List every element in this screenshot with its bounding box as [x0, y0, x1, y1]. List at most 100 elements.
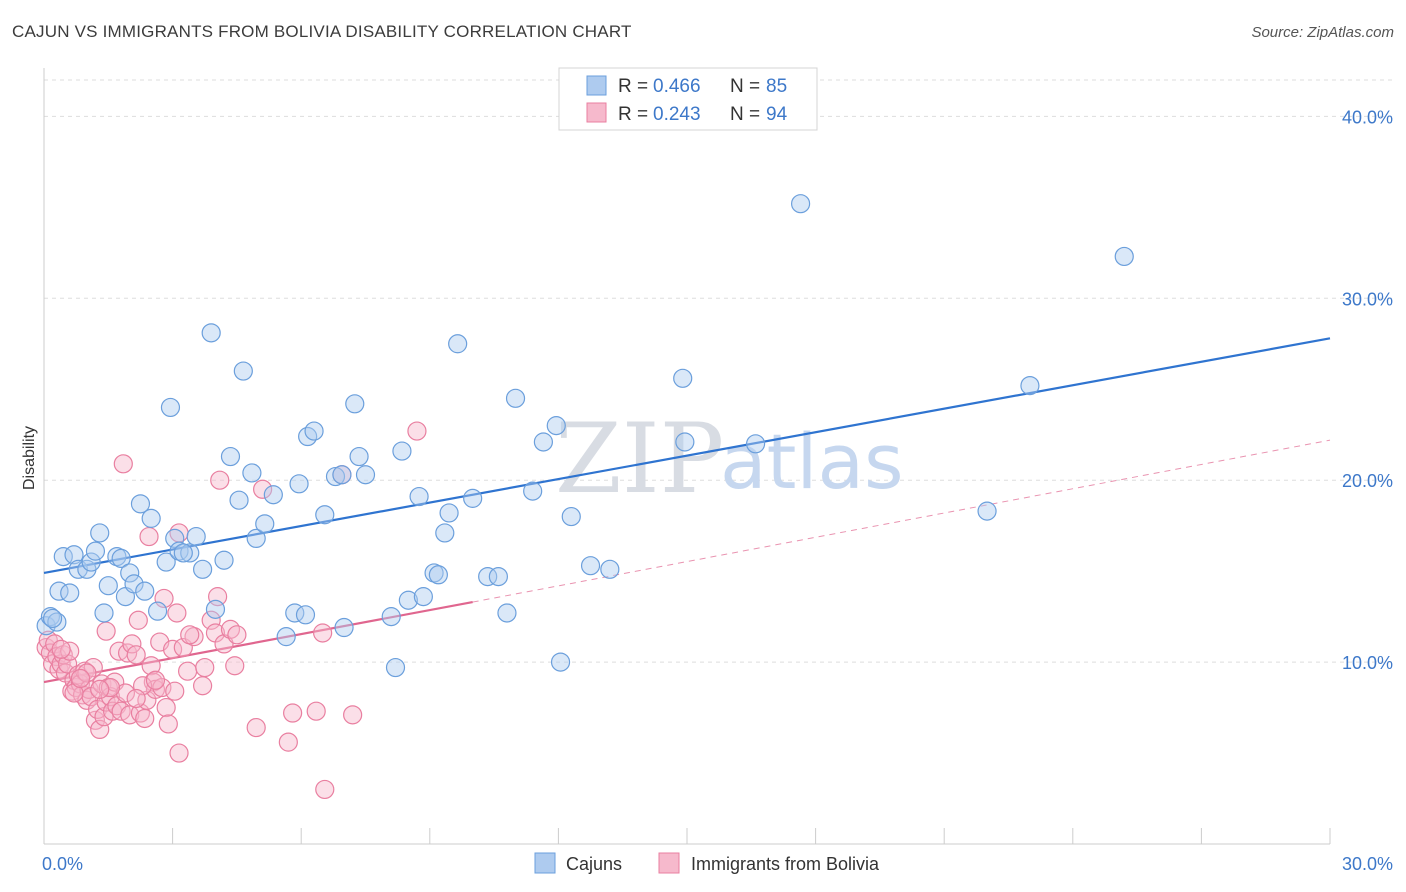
point-bolivia-75: [278, 732, 298, 752]
point-cajuns-61: [448, 334, 468, 354]
legend-r-label-1: R =: [618, 76, 648, 97]
trend-line-cajuns: [43, 337, 1331, 575]
point-cajuns-34: [229, 490, 249, 510]
point-cajuns-35: [233, 361, 253, 381]
point-cajuns-68: [533, 432, 553, 452]
point-cajuns-65: [497, 603, 517, 623]
point-cajuns-70: [550, 652, 571, 672]
point-cajuns-32: [214, 550, 234, 570]
series-legend: Cajuns Immigrants from Bolivia: [534, 852, 880, 874]
point-cajuns-42: [289, 474, 309, 494]
point-bolivia-91: [96, 621, 116, 641]
point-bolivia-42: [126, 645, 146, 665]
point-bolivia-55: [158, 714, 178, 734]
point-bolivia-65: [201, 610, 221, 630]
point-bolivia-37: [113, 454, 133, 474]
point-cajuns-85: [428, 565, 448, 585]
point-bolivia-74: [253, 479, 273, 499]
point-cajuns-55: [398, 590, 418, 610]
point-cajuns-67: [523, 481, 543, 501]
point-cajuns-10: [81, 552, 101, 572]
point-bolivia-64: [195, 657, 215, 678]
legend-n-label-1: N =: [730, 76, 760, 97]
stats-legend-swatch-pink: [586, 102, 607, 123]
trend-line-bolivia: [43, 600, 473, 684]
point-cajuns-45: [315, 505, 335, 525]
point-cajuns-53: [385, 657, 406, 678]
point-cajuns-15: [111, 548, 131, 569]
point-bolivia-52: [152, 677, 172, 698]
point-cajuns-79: [1020, 376, 1040, 396]
point-cajuns-17: [120, 563, 140, 583]
point-cajuns-25: [165, 528, 185, 549]
point-cajuns-63: [478, 566, 498, 587]
point-bolivia-57: [165, 681, 185, 701]
point-cajuns-77: [790, 194, 811, 214]
point-cajuns-52: [381, 607, 401, 627]
point-cajuns-62: [463, 488, 483, 508]
point-bolivia-43: [128, 610, 148, 630]
series-legend-label-bolivia: Immigrants from Bolivia: [691, 854, 880, 874]
point-cajuns-72: [580, 556, 601, 576]
point-cajuns-40: [276, 627, 296, 647]
point-cajuns-66: [505, 388, 526, 408]
y-tick-label-4: 40.0%: [1342, 107, 1393, 127]
point-cajuns-11: [90, 523, 110, 543]
point-cajuns-50: [349, 446, 369, 467]
point-cajuns-20: [135, 581, 155, 601]
stats-legend-swatch-blue: [586, 75, 607, 96]
point-cajuns-21: [141, 508, 161, 528]
point-bolivia-89: [90, 679, 110, 699]
chart-title: CAJUN VS IMMIGRANTS FROM BOLIVIA DISABIL…: [12, 22, 632, 41]
series-legend-label-cajuns: Cajuns: [566, 854, 622, 874]
point-bolivia-92: [70, 668, 91, 689]
point-cajuns-13: [98, 576, 118, 596]
point-cajuns-33: [220, 446, 241, 467]
point-cajuns-22: [147, 601, 168, 621]
stats-legend: R = 0.466 N = 85 R = 0.243 N = 94: [558, 67, 818, 131]
point-bolivia-41: [122, 634, 142, 654]
point-cajuns-12: [94, 603, 114, 623]
legend-r-value-2: 0.243: [653, 104, 701, 125]
point-bolivia-76: [283, 703, 303, 723]
y-tick-label-2: 20.0%: [1342, 471, 1393, 491]
data-points: [36, 194, 1134, 800]
y-tick-labels: 10.0% 20.0% 30.0% 40.0%: [1342, 107, 1393, 673]
point-cajuns-7: [64, 545, 84, 565]
legend-r-label-2: R =: [618, 104, 648, 125]
point-cajuns-73: [600, 559, 620, 579]
point-cajuns-49: [345, 394, 365, 414]
y-tick-label-1: 10.0%: [1342, 653, 1393, 673]
point-cajuns-82: [85, 541, 106, 561]
point-cajuns-76: [745, 434, 766, 454]
point-bolivia-38: [115, 683, 136, 703]
point-cajuns-38: [255, 514, 275, 534]
point-cajuns-30: [201, 323, 221, 343]
series-legend-swatch-bolivia: [658, 852, 680, 874]
point-bolivia-81: [343, 705, 363, 725]
point-bolivia-82: [407, 421, 427, 441]
point-cajuns-56: [409, 486, 429, 507]
point-cajuns-19: [130, 494, 151, 514]
point-bolivia-88: [51, 639, 71, 659]
point-bolivia-48: [141, 656, 161, 676]
watermark-atlas: atlas: [720, 417, 904, 506]
point-bolivia-90: [145, 670, 166, 690]
watermark-zip: ZIP: [555, 403, 724, 515]
axes: [43, 68, 1331, 845]
point-bolivia-26: [90, 719, 110, 740]
point-cajuns-28: [186, 526, 206, 547]
point-cajuns-39: [263, 485, 283, 505]
point-cajuns-18: [124, 574, 144, 594]
point-bolivia-63: [193, 676, 213, 696]
point-cajuns-64: [488, 566, 508, 587]
point-cajuns-83: [173, 543, 193, 563]
series-legend-swatch-cajuns: [534, 852, 556, 874]
x-tick-label-max: 30.0%: [1342, 854, 1393, 874]
legend-n-label-2: N =: [730, 104, 760, 125]
point-cajuns-71: [561, 506, 581, 527]
legend-r-value-1: 0.466: [653, 76, 701, 97]
point-cajuns-31: [205, 599, 226, 619]
legend-n-value-2: 94: [766, 104, 788, 125]
